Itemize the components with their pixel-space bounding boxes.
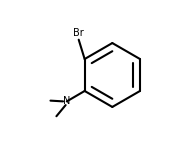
Text: Br: Br — [73, 28, 84, 38]
Text: N: N — [63, 96, 70, 106]
